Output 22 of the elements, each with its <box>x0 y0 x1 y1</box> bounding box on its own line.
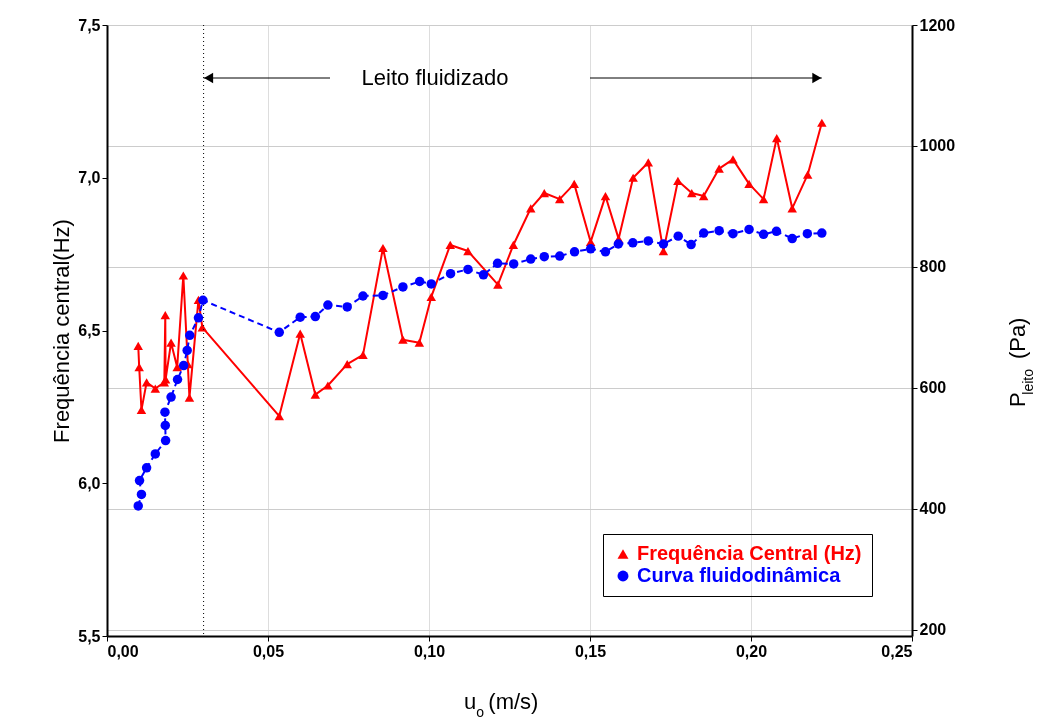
y2-tick-label: 600 <box>919 379 947 397</box>
x-tick-label: 0,00 <box>107 642 139 660</box>
y2-axis-title: Pleito (Pa) <box>1005 317 1036 407</box>
y2-tick-label: 400 <box>919 500 947 518</box>
legend-label: Curva fluidodinâmica <box>637 564 842 586</box>
y-axis-title: Frequência central(Hz) <box>49 219 75 443</box>
y-tick-label: 7,0 <box>78 169 101 187</box>
x-tick-label: 0,10 <box>413 642 446 660</box>
y2-tick-label: 1000 <box>919 137 956 155</box>
y-tick-label: 5,5 <box>78 627 101 645</box>
x-tick-label: 0,15 <box>574 642 607 660</box>
x-tick-label: 0,05 <box>252 642 285 660</box>
x-tick-label: 0,20 <box>735 642 768 660</box>
y-tick-label: 7,5 <box>78 16 101 34</box>
legend-label: Frequência Central (Hz) <box>637 542 862 564</box>
y-tick-label: 6,5 <box>78 322 101 339</box>
y-tick-label: 6,0 <box>78 474 101 492</box>
y2-tick-label: 1200 <box>919 16 956 34</box>
y2-tick-label: 200 <box>919 621 947 639</box>
x-tick-label: 0,25 <box>881 642 913 660</box>
annotation: Leito fluidizado <box>361 65 509 90</box>
y2-tick-label: 800 <box>919 258 947 276</box>
